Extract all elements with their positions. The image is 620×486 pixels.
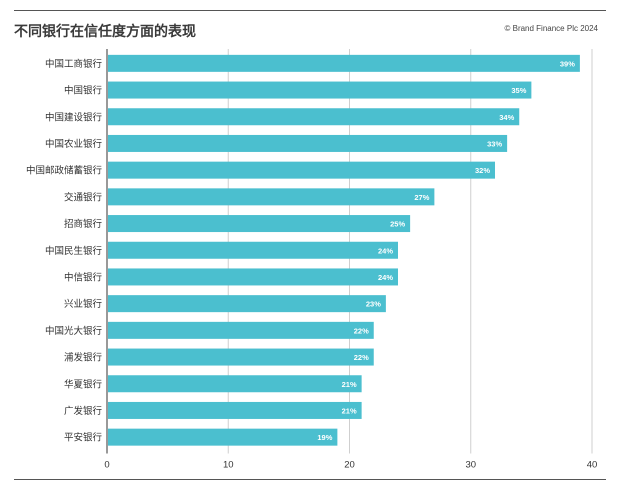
category-label: 浦发银行 bbox=[64, 352, 103, 364]
value-label: 24% bbox=[378, 273, 393, 282]
bar bbox=[108, 401, 362, 419]
category-label: 兴业银行 bbox=[64, 298, 103, 310]
bar bbox=[108, 215, 411, 233]
category-label: 广发银行 bbox=[64, 405, 103, 417]
x-tick-label: 20 bbox=[344, 460, 355, 471]
value-label: 22% bbox=[354, 353, 369, 362]
value-label: 33% bbox=[487, 139, 502, 148]
value-label: 21% bbox=[342, 406, 357, 415]
x-tick-label: 0 bbox=[104, 460, 109, 471]
top-rule bbox=[14, 10, 606, 11]
category-label: 华夏银行 bbox=[64, 378, 103, 390]
bar bbox=[108, 375, 362, 393]
bar bbox=[108, 81, 532, 99]
x-tick-label: 30 bbox=[465, 460, 476, 471]
category-label: 中国民生银行 bbox=[45, 245, 103, 257]
bar bbox=[108, 54, 580, 72]
bar bbox=[108, 161, 495, 179]
bar bbox=[108, 188, 435, 206]
value-label: 32% bbox=[475, 166, 490, 175]
value-label: 34% bbox=[499, 113, 514, 122]
value-label: 39% bbox=[560, 59, 575, 68]
copyright-notice: © Brand Finance Plc 2024 bbox=[504, 24, 598, 33]
value-label: 22% bbox=[354, 326, 369, 335]
category-label: 中国农业银行 bbox=[45, 138, 103, 150]
bar bbox=[108, 321, 374, 339]
bar bbox=[108, 241, 398, 259]
category-label: 中国光大银行 bbox=[45, 325, 103, 337]
value-label: 21% bbox=[342, 380, 357, 389]
value-label: 25% bbox=[390, 220, 405, 229]
category-label: 中国邮政储蓄银行 bbox=[26, 165, 103, 177]
bar bbox=[108, 108, 520, 126]
category-label: 平安银行 bbox=[64, 432, 103, 444]
value-label: 23% bbox=[366, 300, 381, 309]
category-label: 招商银行 bbox=[64, 218, 103, 230]
category-label: 中国工商银行 bbox=[45, 58, 103, 70]
x-tick-label: 10 bbox=[223, 460, 234, 471]
value-label: 19% bbox=[317, 433, 332, 442]
category-label: 交通银行 bbox=[64, 191, 103, 203]
bar bbox=[108, 268, 398, 286]
bottom-rule bbox=[14, 479, 606, 480]
bar bbox=[108, 428, 338, 446]
bar bbox=[108, 295, 386, 313]
x-tick-label: 40 bbox=[587, 460, 598, 471]
value-label: 27% bbox=[414, 193, 429, 202]
chart-title: 不同银行在信任度方面的表现 bbox=[14, 24, 196, 40]
category-label: 中国建设银行 bbox=[45, 111, 103, 123]
bar bbox=[108, 348, 374, 366]
category-label: 中信银行 bbox=[64, 271, 103, 283]
value-label: 24% bbox=[378, 246, 393, 255]
value-label: 35% bbox=[511, 86, 526, 95]
bar bbox=[108, 134, 508, 152]
category-label: 中国银行 bbox=[64, 85, 103, 97]
